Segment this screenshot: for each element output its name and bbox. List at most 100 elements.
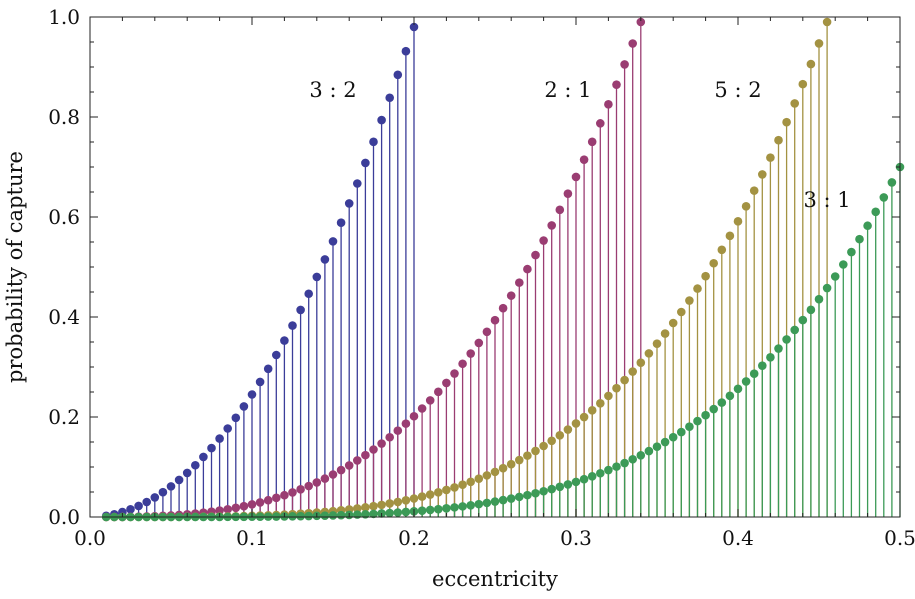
data-point xyxy=(490,467,500,477)
data-point xyxy=(587,471,597,481)
data-point xyxy=(685,422,694,432)
data-point xyxy=(758,170,767,179)
data-point xyxy=(587,406,597,415)
data-point xyxy=(288,321,297,330)
y-axis-label: probability of capture xyxy=(3,151,27,383)
data-point xyxy=(612,80,621,89)
data-point xyxy=(296,511,305,521)
plot-area xyxy=(101,17,905,522)
data-point xyxy=(385,508,395,518)
data-point xyxy=(774,135,783,145)
data-point xyxy=(458,359,467,369)
data-point xyxy=(263,364,273,374)
data-point xyxy=(571,477,581,487)
data-point xyxy=(523,451,532,460)
data-point xyxy=(263,495,273,505)
data-point xyxy=(353,510,362,519)
data-point xyxy=(749,369,759,379)
data-point xyxy=(717,245,727,255)
data-point xyxy=(677,307,686,317)
data-point xyxy=(425,505,435,515)
x-tick-label: 0.2 xyxy=(398,526,430,550)
y-tick-label: 0.2 xyxy=(48,405,80,429)
data-point xyxy=(822,283,832,293)
data-point xyxy=(822,17,832,27)
data-point xyxy=(498,463,508,473)
data-point xyxy=(450,503,459,512)
data-point xyxy=(466,477,476,487)
data-point xyxy=(215,434,224,443)
data-point xyxy=(579,412,589,422)
data-point xyxy=(401,507,411,517)
data-point xyxy=(563,425,573,434)
data-point xyxy=(425,396,435,405)
data-point xyxy=(782,335,791,344)
data-point xyxy=(207,443,216,453)
data-point xyxy=(766,153,775,162)
data-point xyxy=(442,503,451,513)
data-point xyxy=(369,509,378,519)
data-point xyxy=(652,339,662,348)
data-point xyxy=(701,271,710,281)
data-point xyxy=(215,506,224,515)
data-point xyxy=(636,17,646,27)
data-point xyxy=(596,468,605,478)
data-point xyxy=(709,258,718,268)
data-point xyxy=(255,377,265,387)
data-point xyxy=(320,474,330,483)
data-point xyxy=(409,494,419,503)
data-point xyxy=(458,480,467,489)
data-point xyxy=(814,39,824,48)
data-point xyxy=(539,486,548,496)
data-point xyxy=(304,511,314,521)
data-point xyxy=(628,367,637,376)
data-point xyxy=(393,497,403,507)
data-point xyxy=(579,474,589,484)
y-tick-label: 0.6 xyxy=(48,205,80,229)
data-point xyxy=(336,218,346,227)
data-point xyxy=(506,494,516,503)
data-point xyxy=(296,485,305,494)
data-point xyxy=(571,419,581,428)
data-point xyxy=(693,416,702,426)
x-tick-label: 0.4 xyxy=(722,526,754,550)
data-point xyxy=(563,480,573,489)
data-point xyxy=(450,483,459,492)
series-label: 2 : 1 xyxy=(544,78,591,102)
data-point xyxy=(191,460,200,470)
data-point xyxy=(336,510,346,520)
data-point xyxy=(798,315,808,325)
data-point xyxy=(474,338,484,348)
data-point xyxy=(239,402,249,411)
data-point xyxy=(401,46,411,56)
data-point xyxy=(725,391,735,401)
data-point xyxy=(604,100,613,109)
y-tick-label: 1.0 xyxy=(48,5,80,29)
data-point xyxy=(280,336,289,345)
data-point xyxy=(361,450,370,460)
data-point xyxy=(531,446,540,456)
data-point xyxy=(304,481,314,491)
data-point xyxy=(523,264,532,274)
data-point xyxy=(636,450,646,460)
data-point xyxy=(668,318,678,328)
data-point xyxy=(312,478,322,487)
data-point xyxy=(685,296,694,305)
data-point xyxy=(385,93,395,103)
data-point xyxy=(199,452,208,462)
data-point xyxy=(628,454,637,464)
data-point xyxy=(547,436,556,446)
y-tick-label: 0.8 xyxy=(48,105,80,129)
data-point xyxy=(150,493,160,502)
data-point xyxy=(555,431,565,440)
data-point xyxy=(385,432,395,442)
data-point xyxy=(344,461,354,470)
data-point xyxy=(498,303,508,313)
data-point xyxy=(709,404,718,414)
data-point xyxy=(531,488,540,498)
data-point xyxy=(636,358,646,367)
data-point xyxy=(628,39,637,48)
data-point xyxy=(288,488,297,497)
data-point xyxy=(620,375,629,385)
